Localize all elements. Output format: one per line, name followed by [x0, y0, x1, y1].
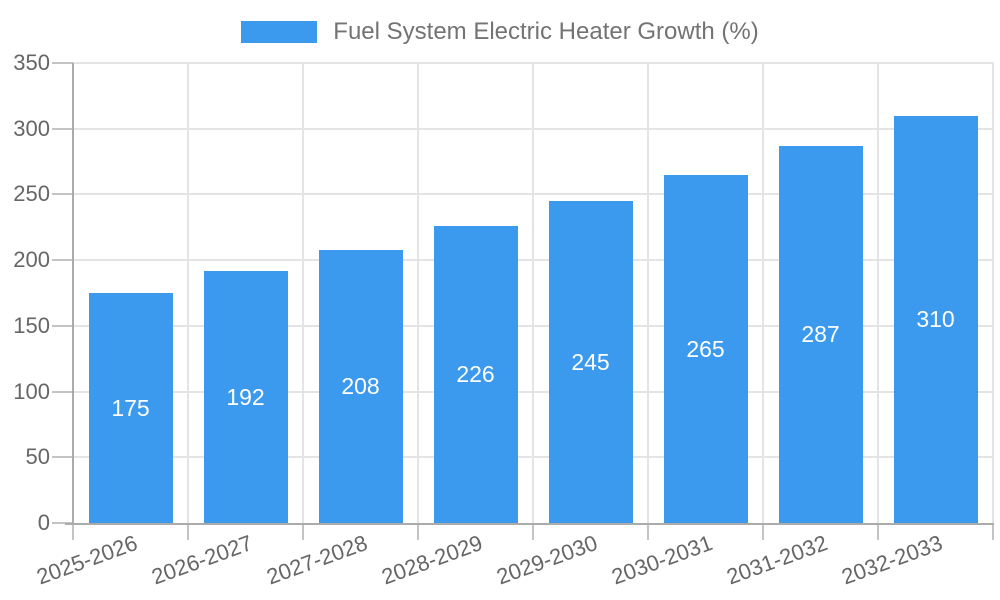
y-axis-tick	[52, 62, 73, 64]
gridline-vertical	[762, 63, 764, 523]
bar[interactable]	[548, 201, 633, 523]
x-tick-label: 2028-2029	[378, 530, 487, 590]
bar[interactable]	[203, 270, 288, 523]
bar-value-label: 245	[571, 349, 610, 375]
x-tick-label: 2032-2033	[838, 530, 947, 590]
bar-value-label: 175	[111, 395, 150, 421]
y-tick-label: 150	[13, 312, 50, 338]
legend-swatch	[241, 21, 318, 43]
y-tick-label: 100	[13, 378, 50, 404]
y-tick-label: 250	[13, 181, 50, 207]
gridline-vertical	[187, 63, 189, 523]
x-axis-tick	[762, 525, 764, 540]
x-tick-label: 2027-2028	[263, 530, 372, 590]
y-axis-tick	[52, 259, 73, 262]
y-axis-tick	[52, 324, 73, 327]
bar[interactable]	[88, 293, 173, 523]
gridline-vertical	[992, 63, 994, 523]
x-tick-label: 2025-2026	[33, 530, 142, 590]
gridline-vertical	[302, 63, 304, 523]
x-axis-tick	[647, 525, 649, 540]
x-tick-label: 2030-2031	[608, 530, 717, 590]
x-axis-tick	[187, 525, 189, 540]
y-axis-line	[72, 63, 74, 523]
x-axis-tick	[877, 525, 879, 540]
y-axis-tick	[52, 127, 73, 130]
x-axis-tick	[302, 525, 304, 540]
y-axis-tick	[52, 522, 73, 524]
y-axis-tick	[52, 193, 73, 196]
x-tick-label: 2029-2030	[493, 530, 602, 590]
gridline-vertical	[417, 63, 419, 523]
x-axis-tick	[992, 525, 994, 540]
x-axis-tick	[417, 525, 419, 540]
y-tick-label: 50	[25, 444, 50, 470]
gridline-vertical	[647, 63, 649, 523]
x-axis-line	[65, 523, 994, 525]
y-tick-label: 350	[13, 50, 50, 75]
bar-value-label: 208	[341, 373, 380, 400]
y-tick-label: 200	[13, 247, 50, 273]
bar[interactable]	[893, 115, 978, 523]
bar[interactable]	[663, 174, 748, 523]
gridline-vertical	[532, 63, 534, 523]
bar-value-label: 265	[686, 335, 725, 362]
legend[interactable]: Fuel System Electric Heater Growth (%)	[0, 18, 1000, 46]
legend-label: Fuel System Electric Heater Growth (%)	[333, 18, 759, 45]
bar-value-label: 192	[226, 383, 265, 410]
gridline-vertical	[877, 63, 879, 523]
x-axis-tick	[72, 525, 74, 540]
y-tick-label: 0	[37, 510, 50, 535]
y-tick-label: 300	[13, 115, 50, 141]
x-tick-label: 2031-2032	[723, 530, 832, 590]
bar-value-label: 287	[801, 321, 840, 348]
bar[interactable]	[778, 145, 863, 523]
y-axis-tick	[52, 456, 73, 459]
bar-value-label: 226	[456, 361, 495, 388]
x-tick-label: 2026-2027	[148, 530, 257, 590]
bar-value-label: 310	[916, 306, 955, 333]
y-axis-tick	[52, 390, 73, 393]
bar[interactable]	[318, 249, 403, 523]
x-axis-tick	[532, 525, 534, 540]
bar[interactable]	[433, 225, 518, 523]
